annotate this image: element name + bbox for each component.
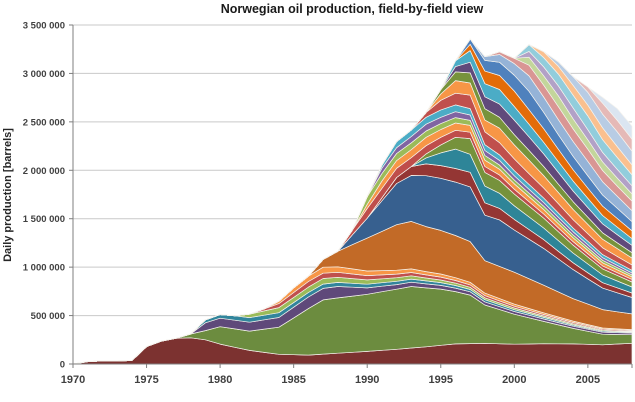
area-field-33 (72, 38, 633, 365)
y-tick-label: 0 (60, 360, 65, 371)
x-tick-label: 1985 (281, 374, 305, 386)
y-tick-label: 3 500 000 (23, 21, 65, 32)
x-tick-label: 2005 (576, 374, 600, 386)
x-tick-label: 1975 (134, 374, 158, 386)
y-tick-label: 2 500 000 (23, 117, 65, 128)
y-tick-label: 500 000 (31, 311, 65, 322)
x-tick-label: 1990 (355, 374, 379, 386)
y-tick-label: 3 000 000 (23, 69, 65, 80)
x-tick-label: 1980 (208, 374, 232, 386)
chart-title: Norwegian oil production, field-by-field… (221, 2, 484, 16)
y-tick-label: 2 000 000 (23, 166, 65, 177)
y-tick-label: 1 000 000 (23, 263, 65, 274)
tick-labels: 0 500 000 1 000 000 1 500 000 2 000 000 2 500… (23, 21, 600, 387)
y-axis-title: Daily production [barrels] (2, 128, 14, 262)
gridlines (73, 24, 632, 317)
x-tick-label: 1970 (61, 374, 85, 386)
y-tick-label: 1 500 000 (23, 214, 65, 225)
axes (69, 24, 633, 368)
x-tick-label: 2000 (502, 374, 526, 386)
area-stack (72, 38, 633, 365)
x-tick-label: 1995 (429, 374, 453, 386)
